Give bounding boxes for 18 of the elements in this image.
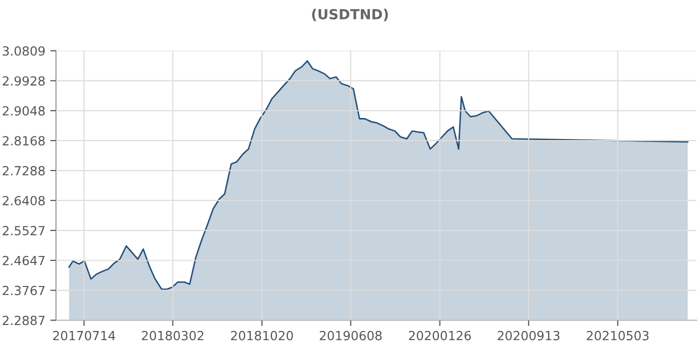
y-tick-label: 2.2887 [2, 316, 45, 326]
x-tick-label: 20181020 [231, 330, 293, 340]
chart-title: (USDTND) [312, 8, 388, 22]
x-tick-label: 20210503 [586, 330, 649, 340]
x-tick-label: 20170714 [53, 330, 116, 340]
y-tick-label: 2.4647 [2, 256, 45, 266]
x-tick-label: 20200126 [408, 330, 471, 340]
x-tick-label: 20200913 [498, 330, 560, 340]
y-tick-label: 2.8168 [2, 136, 45, 146]
y-tick-label: 3.0809 [2, 46, 45, 56]
x-tick-label: 20180302 [142, 330, 204, 340]
y-tick-label: 2.7288 [2, 166, 45, 176]
y-tick-label: 2.9928 [2, 76, 45, 86]
y-tick-label: 2.3767 [2, 286, 45, 296]
y-tick-label: 2.5527 [2, 226, 45, 236]
y-tick-label: 2.6408 [2, 196, 45, 206]
x-tick-label: 20190608 [320, 330, 382, 340]
y-tick-label: 2.9048 [2, 106, 45, 116]
